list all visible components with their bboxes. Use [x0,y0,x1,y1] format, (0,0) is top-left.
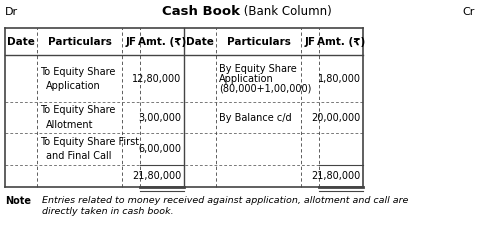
Text: Application: Application [219,74,274,84]
Text: Particulars: Particulars [48,37,112,47]
Text: Amt. (₹): Amt. (₹) [317,37,365,47]
Text: 6,00,000: 6,00,000 [138,144,181,154]
Text: 21,80,000: 21,80,000 [132,171,181,181]
Text: 21,80,000: 21,80,000 [311,171,360,181]
Text: Note: Note [5,196,31,206]
Text: 12,80,000: 12,80,000 [132,74,181,84]
Text: Cr: Cr [463,7,475,17]
Text: Amt. (₹): Amt. (₹) [138,37,186,47]
Text: Date: Date [186,37,214,47]
Text: Allotment: Allotment [46,120,94,129]
Text: Entries related to money received against application, allotment and call are
  : Entries related to money received agains… [33,196,408,216]
Text: (Bank Column): (Bank Column) [240,5,332,18]
Text: By Equity Share: By Equity Share [219,64,297,74]
Text: and Final Call: and Final Call [46,151,111,161]
Text: (80,000+1,00,000): (80,000+1,00,000) [219,84,312,94]
Text: JF: JF [305,37,315,47]
Text: By Balance c/d: By Balance c/d [219,113,292,122]
Text: 1,80,000: 1,80,000 [317,74,360,84]
Text: Particulars: Particulars [227,37,291,47]
Text: Dr: Dr [5,7,18,17]
Text: 20,00,000: 20,00,000 [311,113,360,122]
Text: To Equity Share First: To Equity Share First [40,137,140,147]
Text: Date: Date [7,37,35,47]
Text: To Equity Share: To Equity Share [40,106,116,115]
Text: To Equity Share: To Equity Share [40,67,116,77]
Text: 3,00,000: 3,00,000 [138,113,181,122]
Text: Application: Application [46,81,101,91]
Text: JF: JF [126,37,136,47]
Text: Cash Book: Cash Book [162,5,240,18]
